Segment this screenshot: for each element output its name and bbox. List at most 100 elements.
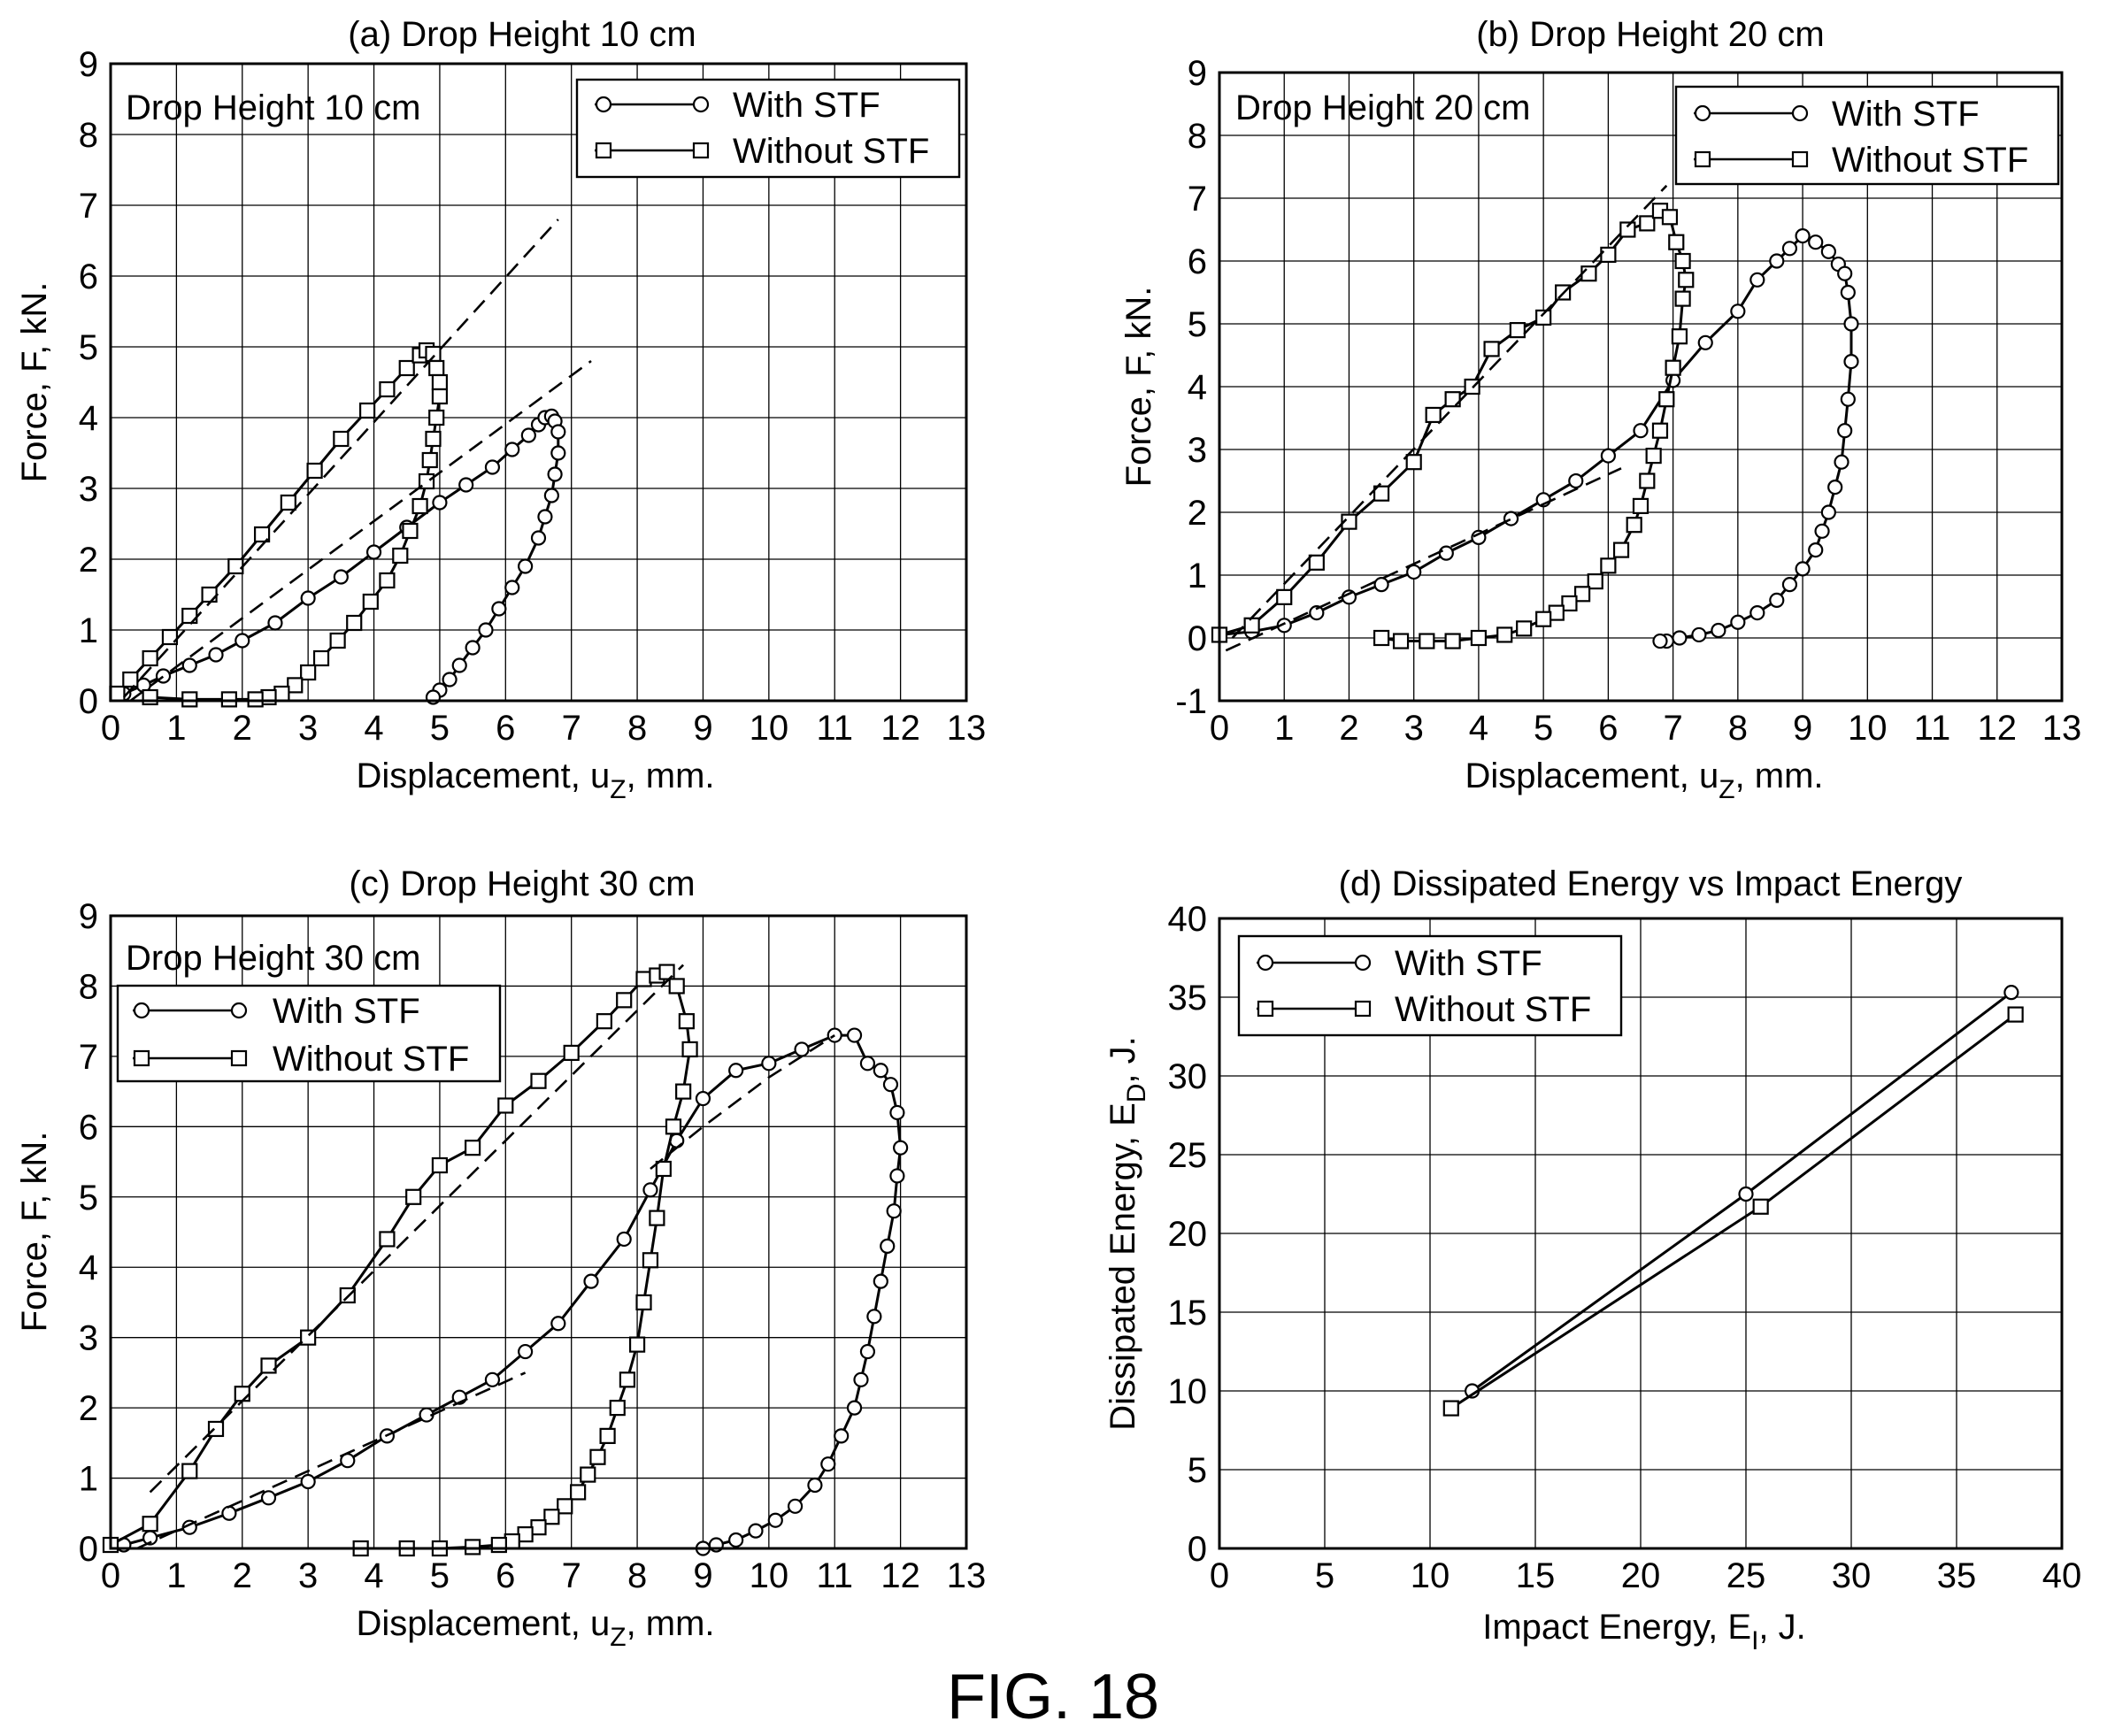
data-point-square — [1373, 485, 1390, 502]
data-point-square — [1341, 513, 1357, 530]
data-point-square — [1373, 629, 1390, 647]
legend-a-without: Without STF — [595, 132, 929, 171]
data-point-square — [431, 388, 449, 405]
x-tick-label: 3 — [298, 1556, 318, 1595]
data-point-circle — [1814, 523, 1830, 539]
data-point-square — [1632, 497, 1649, 515]
data-point-square — [379, 1231, 396, 1248]
data-point-circle — [1652, 633, 1668, 649]
y-tick-label: 3 — [1188, 431, 1207, 470]
data-point-circle — [484, 1371, 501, 1387]
panel-a-frame — [109, 62, 968, 703]
legend-label: With STF — [733, 86, 880, 125]
data-point-circle — [267, 615, 283, 631]
data-point-circle — [537, 509, 553, 525]
data-point-circle — [893, 1140, 909, 1156]
y-tick-label: 9 — [79, 897, 98, 936]
data-point-square — [161, 628, 179, 646]
data-point-square — [1516, 620, 1533, 637]
legend-square-marker — [1791, 150, 1809, 168]
data-point-square — [346, 614, 363, 632]
y-tick-label: 35 — [1168, 979, 1208, 1018]
data-point-square — [181, 691, 198, 708]
data-point-square — [220, 691, 237, 708]
data-point-circle — [1808, 234, 1824, 250]
data-point-square — [530, 1072, 547, 1089]
data-point-circle — [1840, 284, 1856, 301]
x-tick-label: 8 — [1728, 709, 1748, 748]
panel-b-chart: (b) Drop Height 20 cm 0 1 2 3 4 5 6 7 8 9 10 11 12 13… — [1119, 15, 2081, 804]
data-point-circle — [1795, 228, 1811, 244]
data-point-square — [402, 522, 419, 540]
data-point-square — [599, 1427, 616, 1444]
data-point-circle — [504, 580, 520, 595]
data-point-circle — [873, 1063, 888, 1079]
panel-c-annotation: Drop Height 30 cm — [126, 939, 420, 978]
data-point-square — [619, 1371, 636, 1388]
data-point-circle — [1373, 577, 1389, 593]
data-point-circle — [1309, 604, 1325, 621]
x-tick-label: 2 — [233, 709, 252, 748]
data-point-circle — [465, 640, 481, 656]
data-point-circle — [820, 1456, 836, 1472]
x-tick-label: 5 — [430, 709, 450, 748]
data-point-circle — [491, 601, 507, 617]
panel-a-legend-box — [575, 78, 961, 179]
data-point-square — [1308, 554, 1325, 571]
data-point-square — [421, 451, 438, 469]
data-point-circle — [866, 1309, 882, 1325]
data-point-square — [1535, 309, 1552, 326]
data-point-circle — [846, 1027, 863, 1043]
y-tick-label: 7 — [1188, 180, 1207, 219]
y-tick-label: -1 — [1175, 682, 1207, 721]
data-point-circle — [1843, 354, 1859, 370]
legend-a-with: With STF — [595, 86, 880, 125]
x-tick-label: 0 — [1210, 709, 1229, 748]
y-tick-label: 40 — [1168, 900, 1208, 939]
dashed-fit-line — [650, 1034, 835, 1171]
data-point-circle — [1672, 630, 1688, 646]
data-point-square — [1470, 629, 1488, 647]
data-point-square — [1392, 633, 1410, 649]
data-point-circle — [547, 466, 563, 482]
data-point-circle — [794, 1041, 810, 1057]
data-point-square — [1405, 454, 1422, 471]
data-point-circle — [1769, 592, 1785, 609]
data-point-circle — [642, 1182, 658, 1198]
data-point-circle — [2003, 985, 2019, 1001]
figure-caption: FIG. 18 — [947, 1662, 1159, 1732]
data-point-square — [280, 494, 296, 511]
data-point-square — [329, 632, 346, 649]
data-point-circle — [1820, 243, 1836, 259]
x-tick-label: 1 — [166, 709, 186, 748]
x-tick-label: 12 — [1978, 709, 2018, 748]
y-tick-label: 5 — [79, 328, 98, 367]
data-point-square — [1419, 633, 1435, 649]
x-tick-label: 13 — [947, 709, 987, 748]
legend-circle-marker — [230, 1002, 248, 1019]
data-point-circle — [1795, 561, 1811, 577]
data-point-square — [431, 1156, 449, 1174]
y-tick-label: 1 — [79, 611, 98, 650]
x-tick-label: 13 — [2042, 709, 2082, 748]
x-tick-label: 6 — [496, 709, 515, 748]
data-point-square — [418, 472, 435, 490]
x-tick-label: 25 — [1726, 1556, 1766, 1595]
panel-d-legend: With STF Without STF — [1237, 934, 1623, 1037]
data-point-square — [635, 971, 652, 987]
data-point-circle — [451, 657, 467, 673]
y-tick-label: 0 — [79, 1530, 98, 1569]
data-point-square — [142, 649, 158, 667]
data-point-circle — [889, 1168, 905, 1184]
legend-circle-marker — [133, 1002, 150, 1019]
data-point-circle — [1568, 472, 1584, 489]
data-point-circle — [1730, 614, 1746, 630]
x-tick-label: 12 — [880, 709, 920, 748]
x-tick-label: 7 — [562, 1556, 581, 1595]
x-tick-label: 40 — [2042, 1556, 2082, 1595]
panel-a-x-axis-label: Displacement, uZ, mm. — [356, 757, 714, 804]
y-tick-label: 6 — [79, 1108, 98, 1147]
data-point-square — [563, 1044, 580, 1062]
x-tick-label: 8 — [627, 1556, 647, 1595]
